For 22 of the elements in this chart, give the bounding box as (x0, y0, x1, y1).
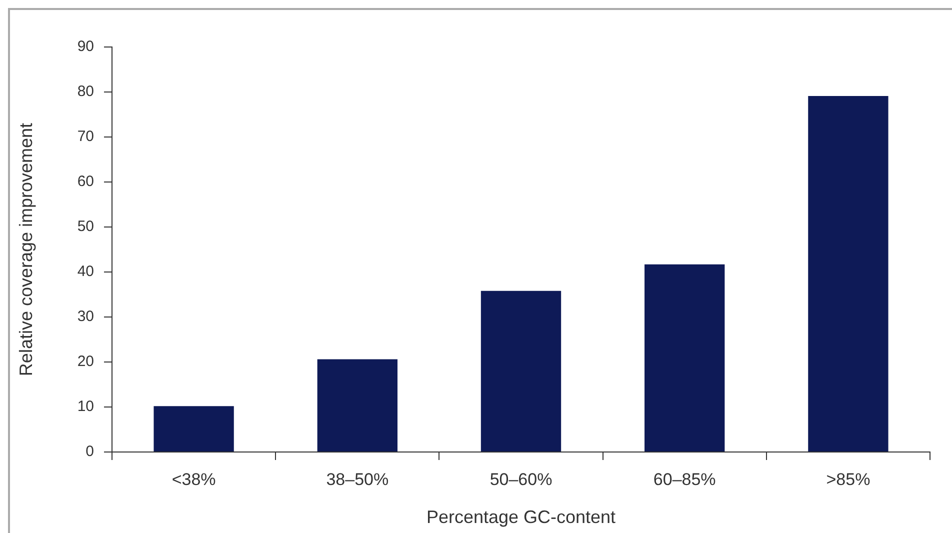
y-tick-label: 50 (77, 218, 94, 236)
y-tick-label: 0 (86, 443, 94, 460)
y-tick-label: 90 (77, 38, 94, 56)
y-tick-label: 40 (77, 263, 94, 280)
x-tick-label: <38% (172, 470, 216, 489)
y-tick-label: 20 (77, 353, 94, 370)
x-tick-label: 38–50% (326, 470, 389, 489)
bar (808, 96, 888, 452)
bar (317, 359, 398, 452)
x-tick-label: >85% (826, 470, 870, 489)
x-tick-label: 50–60% (490, 470, 552, 489)
y-tick-label: 10 (77, 398, 94, 416)
y-tick-label: 80 (77, 83, 94, 100)
bar (644, 264, 725, 452)
y-tick-label: 60 (77, 173, 94, 190)
x-axis-title: Percentage GC-content (426, 507, 616, 528)
bar (480, 290, 562, 452)
y-axis-title: Relative coverage improvement (16, 122, 36, 376)
y-tick-label: 30 (77, 308, 94, 326)
y-tick-label: 70 (77, 128, 94, 146)
x-tick-label: 60–85% (653, 470, 716, 489)
bar (154, 406, 234, 452)
